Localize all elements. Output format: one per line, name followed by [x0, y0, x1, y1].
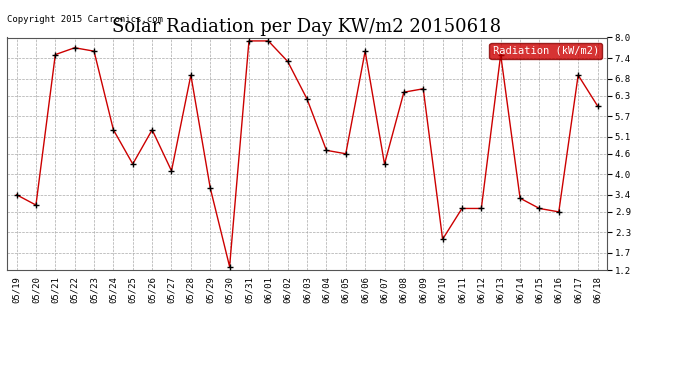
Title: Solar Radiation per Day KW/m2 20150618: Solar Radiation per Day KW/m2 20150618 — [112, 18, 502, 36]
Text: Copyright 2015 Cartronics.com: Copyright 2015 Cartronics.com — [7, 15, 163, 24]
Legend: Radiation (kW/m2): Radiation (kW/m2) — [489, 43, 602, 59]
